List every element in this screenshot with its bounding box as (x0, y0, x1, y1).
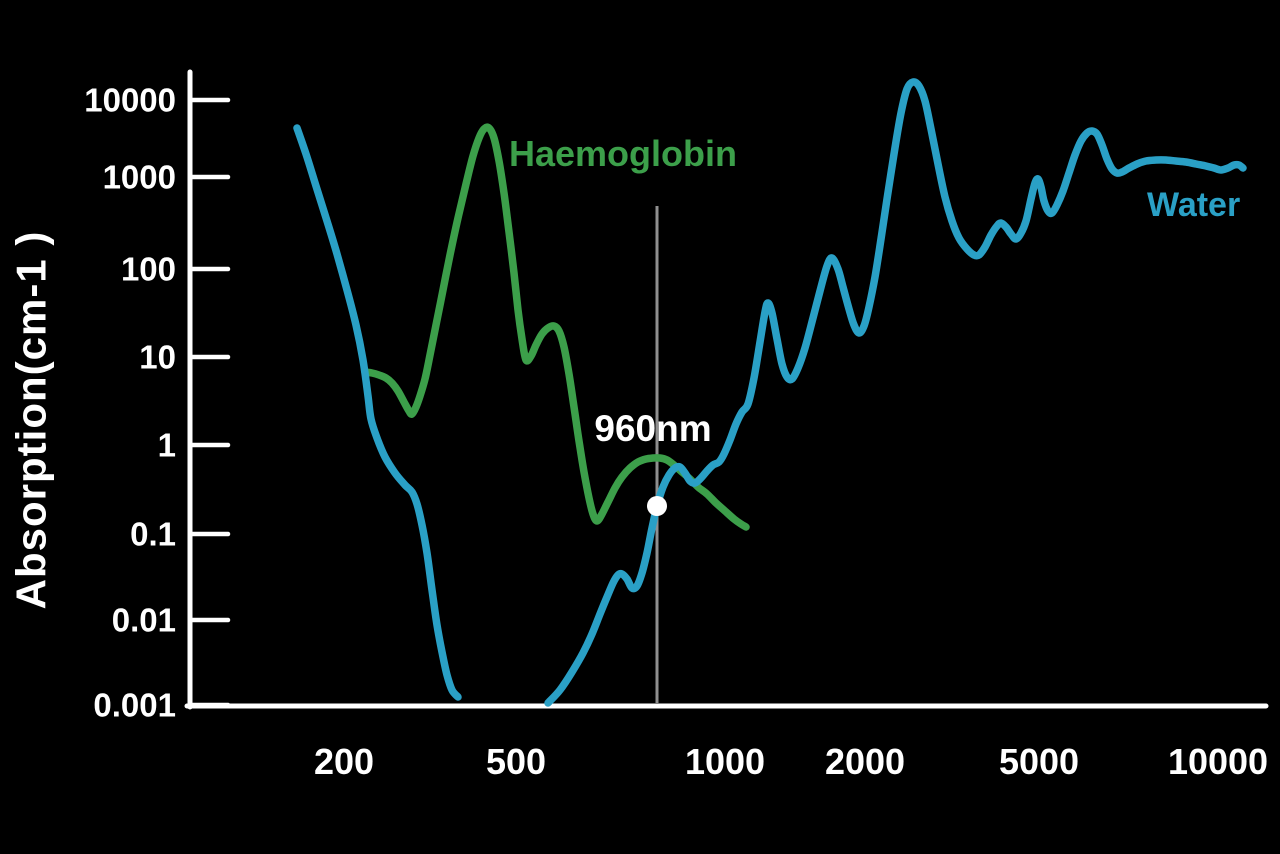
x-axis-tick-labels: 200 500 1000 2000 5000 10000 (314, 741, 1268, 782)
annotation-dot-960nm (647, 496, 667, 516)
y-tick-label: 10000 (84, 82, 176, 119)
y-axis-tick-labels: 10000 1000 100 10 1 0.1 0.01 0.001 (84, 82, 176, 724)
x-tick-label: 200 (314, 741, 374, 782)
x-tick-label: 1000 (685, 741, 765, 782)
x-tick-label: 10000 (1168, 741, 1268, 782)
annotation-label-960nm: 960nm (594, 408, 711, 449)
haemoglobin-series-label: Haemoglobin (509, 133, 737, 174)
y-axis-ticks (189, 97, 231, 708)
x-tick-label: 5000 (999, 741, 1079, 782)
y-tick-label: 0.01 (112, 602, 176, 639)
y-tick-label: 10 (139, 339, 176, 376)
y-tick-label: 0.001 (93, 687, 176, 724)
y-tick-label: 1 (158, 427, 176, 464)
water-series-label: Water (1147, 186, 1240, 224)
y-tick-label: 1000 (103, 159, 176, 196)
haemoglobin-curve (361, 123, 750, 531)
x-tick-label: 2000 (825, 741, 905, 782)
y-tick-label: 100 (121, 251, 176, 288)
x-tick-label: 500 (486, 741, 546, 782)
water-curve (293, 78, 1247, 707)
y-tick-label: 0.1 (130, 516, 176, 553)
y-axis-title: Absorption(cm-1 ) (8, 231, 55, 610)
